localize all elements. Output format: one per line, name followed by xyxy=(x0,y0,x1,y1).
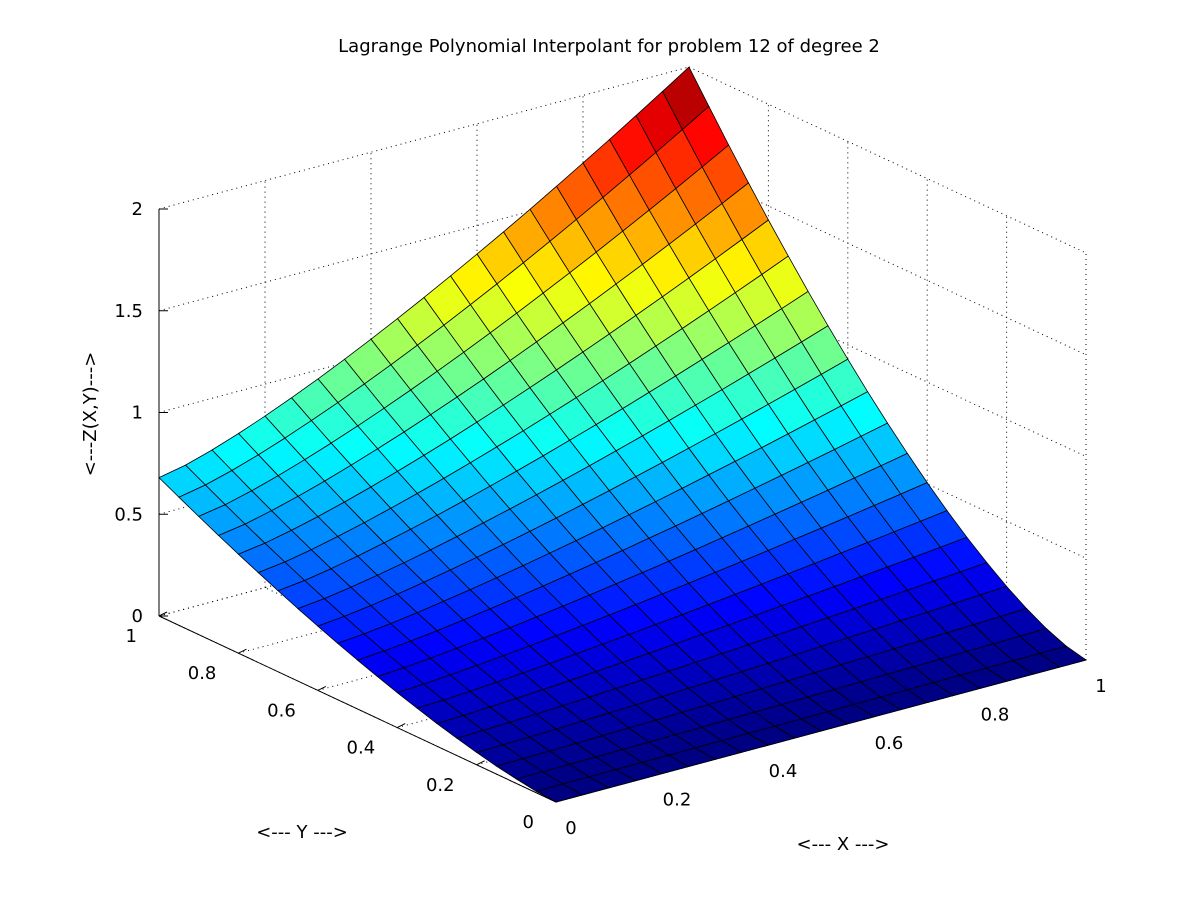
z-tick-label: 0 xyxy=(132,606,143,627)
y-tick-label: 0.4 xyxy=(347,738,376,759)
z-tick-label: 2 xyxy=(132,199,143,220)
grid-line xyxy=(688,66,1087,254)
x-tick-label: 0 xyxy=(565,818,576,839)
z-tick-label: 1.5 xyxy=(114,301,143,322)
y-tick-mark xyxy=(396,723,406,729)
x-tick-label: 0.2 xyxy=(663,790,692,811)
z-tick-label: 0.5 xyxy=(114,504,143,525)
y-tick-mark xyxy=(158,611,168,617)
chart-title: Lagrange Polynomial Interpolant for prob… xyxy=(338,36,880,57)
z-axis-label: <---Z(X,Y)---> xyxy=(80,352,101,477)
y-tick-label: 0.8 xyxy=(188,663,217,684)
y-tick-mark xyxy=(238,648,247,654)
x-tick-label: 0.4 xyxy=(769,761,798,782)
label-layer: Lagrange Polynomial Interpolant for prob… xyxy=(80,36,889,855)
grid-line xyxy=(688,371,1087,559)
x-tick-label: 0.8 xyxy=(981,704,1010,725)
y-tick-label: 0 xyxy=(523,812,534,833)
y-tick-mark xyxy=(317,685,327,691)
surface-plot xyxy=(158,66,1087,803)
y-axis-label: <--- Y ---> xyxy=(256,822,348,843)
y-axis-line xyxy=(158,615,557,803)
x-axis-label: <--- X ---> xyxy=(797,834,890,855)
grid-line xyxy=(688,270,1087,457)
x-tick-label: 1 xyxy=(1095,676,1106,697)
x-tick-label: 0.6 xyxy=(875,733,904,754)
y-tick-label: 0.2 xyxy=(426,775,455,796)
y-tick-label: 0.6 xyxy=(267,700,296,721)
z-tick-label: 1 xyxy=(132,403,143,424)
surface-facet xyxy=(535,783,584,803)
y-tick-mark xyxy=(476,760,485,766)
grid-line xyxy=(688,168,1087,356)
y-tick-label: 1 xyxy=(126,626,137,647)
